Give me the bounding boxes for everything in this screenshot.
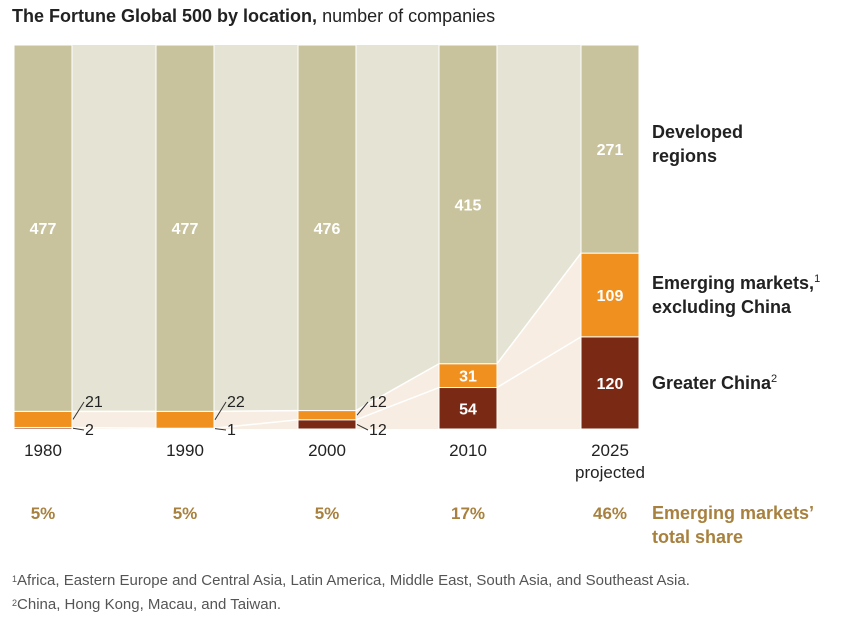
footnote-1-mark: 1 — [12, 574, 18, 584]
data-label: 415 — [455, 197, 482, 214]
share-value: 5% — [315, 504, 340, 523]
data-label: 1 — [227, 422, 236, 439]
callout-line — [72, 427, 85, 431]
series-label: excluding China — [652, 297, 792, 317]
bar-emerging — [580, 252, 640, 338]
footnote-1-text: Africa, Eastern Europe and Central Asia,… — [17, 572, 690, 589]
data-label: 22 — [227, 394, 245, 411]
data-label: 476 — [314, 221, 341, 238]
connector-line — [71, 426, 157, 429]
data-label: 21 — [85, 394, 103, 411]
chart-title: The Fortune Global 500 by location, numb… — [12, 6, 495, 27]
bar-china — [438, 387, 498, 430]
connector-line — [213, 419, 299, 429]
connector-line — [355, 363, 440, 412]
data-label: 120 — [597, 376, 624, 393]
data-label: 271 — [597, 142, 624, 159]
bar-developed — [297, 44, 357, 412]
bar-emerging — [297, 410, 357, 421]
share-value: 5% — [173, 504, 198, 523]
data-label: 54 — [459, 401, 477, 418]
bar-china — [297, 419, 357, 430]
x-tick-label: 2000 — [308, 441, 346, 460]
chart-title-main: The Fortune Global 500 by location, — [12, 6, 318, 26]
bar-developed — [13, 44, 73, 412]
data-label: 31 — [459, 369, 477, 386]
data-label: 477 — [30, 221, 57, 238]
x-tick-sublabel: projected — [575, 463, 645, 482]
connector-line — [355, 386, 440, 421]
callout-line — [72, 401, 85, 420]
callout-line — [356, 401, 369, 416]
bar-developed — [155, 44, 215, 412]
bar-china — [580, 336, 640, 430]
connector-line — [496, 336, 582, 389]
bar-emerging — [13, 410, 73, 428]
share-value: 46% — [593, 504, 627, 523]
data-label: 477 — [172, 221, 199, 238]
data-label: 12 — [369, 394, 387, 411]
series-label: Greater China2 — [652, 373, 777, 393]
bar-developed — [438, 44, 498, 365]
x-tick-label: 1980 — [24, 441, 62, 460]
footnote-2: 2China, Hong Kong, Macau, and Taiwan. — [12, 596, 281, 613]
footnote-2-text: China, Hong Kong, Macau, and Taiwan. — [17, 596, 282, 613]
connector-line — [213, 409, 299, 413]
series-label: Developed — [652, 122, 743, 142]
x-tick-label: 1990 — [166, 441, 204, 460]
footnote-1: 1Africa, Eastern Europe and Central Asia… — [12, 572, 690, 589]
share-label: Emerging markets’ — [652, 503, 814, 523]
callout-line — [214, 428, 227, 431]
bar-developed — [580, 44, 640, 254]
data-label: 109 — [597, 288, 624, 305]
footnote-2-mark: 2 — [12, 598, 18, 608]
share-value: 5% — [31, 504, 56, 523]
data-label: 2 — [85, 422, 94, 439]
data-label: 12 — [369, 422, 387, 439]
connector-line — [496, 252, 582, 365]
chart-title-sub: number of companies — [322, 6, 496, 26]
share-value: 17% — [451, 504, 485, 523]
series-label-footnote-mark: 1 — [814, 273, 820, 285]
x-tick-label: 2025 — [591, 441, 629, 460]
callout-line — [356, 423, 369, 431]
x-tick-label: 2010 — [449, 441, 487, 460]
series-label-footnote-mark: 2 — [771, 373, 777, 385]
series-label: Emerging markets,1 — [652, 273, 820, 293]
callout-line — [214, 401, 227, 421]
bar-emerging — [155, 410, 215, 429]
share-label: total share — [652, 527, 743, 547]
series-label: regions — [652, 146, 717, 166]
